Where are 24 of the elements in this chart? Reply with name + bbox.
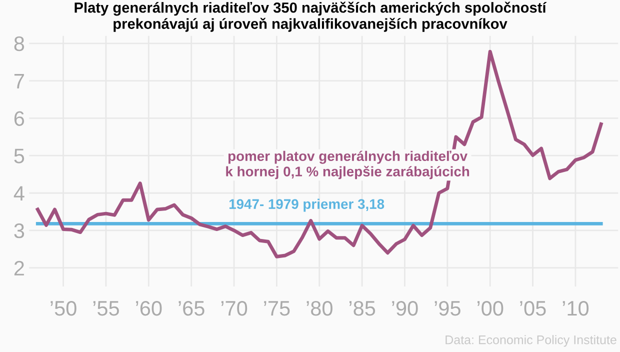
y-tick-label: 5 [14,148,24,164]
x-tick-label: ’85 [349,300,376,316]
x-tick-label: ’10 [562,300,589,316]
x-tick-label: ’00 [477,300,504,316]
x-tick-label: ’95 [434,300,460,316]
x-tick-label: ’05 [520,300,546,316]
y-tick-label: 7 [14,74,24,88]
y-tick-label: 4 [14,186,24,201]
x-tick-label: ’70 [221,300,248,316]
x-tick-label: ’65 [178,300,204,316]
y-tick-label: 8 [14,36,24,52]
y-tick-label: 2 [14,260,24,276]
chart-title: Platy generálnych riaditeľov 350 najväčších amerických spoločností prekonávajú aj úroveň najkvalifikovanejších pracovníkov [74,2,547,32]
series-label: pomer platov generálnych riaditeľov k hornej 0,1 % najlepšie zarábajúcich [226,150,470,180]
x-tick-label: ’55 [93,301,119,316]
x-tick-label: ’50 [50,300,76,316]
x-tick-label: ’60 [136,300,162,316]
x-tick-label: ’80 [306,300,332,316]
x-tick-label: ’90 [392,300,418,316]
line-series [36,50,603,258]
x-tick-label: ’75 [264,301,290,316]
y-tick-label: 3 [14,223,24,238]
y-tick-label: 6 [14,111,24,126]
ref-line-label: 1947- 1979 priemer 3,18 [229,198,384,212]
